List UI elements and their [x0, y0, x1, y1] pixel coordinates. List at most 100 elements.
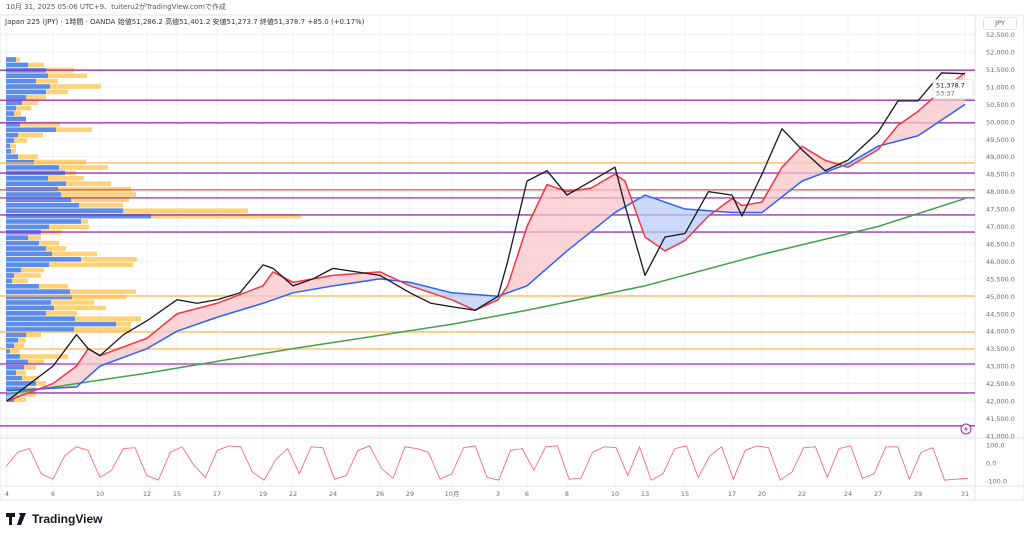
volume-profile-bar-up — [6, 343, 14, 348]
ma-cloud-fill — [588, 188, 589, 235]
volume-profile-bar-total — [6, 132, 43, 138]
volume-profile-bar-up — [6, 84, 50, 89]
price-axis-label: 51,000.0 — [986, 83, 1015, 91]
ma-cloud-fill — [377, 272, 378, 280]
ma-cloud-fill — [796, 151, 797, 186]
ma-cloud-fill — [811, 151, 812, 178]
ma-cloud-fill — [678, 206, 679, 245]
ma-cloud-fill — [135, 342, 136, 354]
ma-cloud-fill — [482, 295, 483, 308]
ma-cloud-fill — [547, 184, 548, 269]
ma-cloud-fill — [114, 350, 115, 361]
tradingview-logo[interactable]: TradingView — [6, 512, 102, 526]
ma-cloud-fill — [466, 293, 467, 307]
ma-cloud-fill — [288, 279, 289, 295]
lightning-glyph — [964, 425, 968, 433]
ma-cloud-fill — [205, 306, 206, 322]
ma-cloud-fill — [474, 294, 475, 311]
ma-cloud-fill — [741, 204, 742, 213]
ma-cloud-fill — [177, 313, 178, 332]
ma-cloud-fill — [786, 161, 787, 194]
time-axis-label: 24 — [329, 490, 337, 498]
ma-cloud-fill — [264, 283, 265, 303]
ma-cloud-fill — [521, 241, 522, 288]
ma-cloud-fill — [332, 275, 333, 287]
ma-cloud-fill — [584, 188, 585, 238]
ma-cloud-fill — [201, 307, 202, 323]
ma-cloud-fill — [659, 199, 660, 248]
lightning-alert-icon[interactable] — [960, 423, 972, 435]
ma-cloud-fill — [362, 273, 363, 282]
ma-cloud-fill — [606, 178, 607, 220]
ma-cloud-fill — [468, 294, 469, 308]
time-axis-label: 10 — [96, 490, 104, 498]
ma-cloud-fill — [304, 280, 305, 291]
ma-cloud-fill — [255, 288, 256, 306]
ma-cloud-fill — [97, 353, 98, 369]
ma-cloud-fill — [926, 103, 927, 131]
ma-cloud-fill — [316, 278, 317, 289]
ma-cloud-fill — [334, 275, 335, 286]
volume-profile-bar-up — [6, 73, 48, 79]
time-axis-label: 6 — [51, 490, 55, 498]
ma-cloud-fill — [522, 238, 523, 288]
ma-cloud-fill — [104, 353, 105, 365]
ma-cloud-fill — [768, 189, 769, 208]
ma-cloud-fill — [231, 297, 232, 313]
ma-cloud-fill — [280, 275, 281, 298]
ma-cloud-fill — [373, 272, 374, 280]
volume-profile-bar-up — [6, 89, 46, 95]
ma-cloud-fill — [258, 287, 259, 305]
volume-profile-bar-up — [6, 57, 16, 62]
oscillator-line — [5, 445, 969, 481]
ma-cloud-fill — [579, 189, 580, 242]
ma-cloud-fill — [923, 105, 924, 133]
ma-cloud-fill — [939, 91, 940, 122]
ma-cloud-fill — [518, 251, 519, 290]
ma-cloud-fill — [807, 149, 808, 180]
ma-cloud-fill — [538, 201, 539, 277]
ma-cloud-fill — [576, 190, 577, 244]
ma-cloud-fill — [95, 352, 96, 371]
ma-cloud-fill — [81, 357, 82, 384]
ma-cloud-fill — [731, 198, 732, 213]
ma-cloud-fill — [467, 293, 468, 308]
ma-cloud-fill — [674, 205, 675, 247]
ma-cloud-fill — [767, 191, 768, 209]
ma-cloud-fill — [532, 213, 533, 282]
chart-caption: 10月 31, 2025 05:06 UTC+9、tuiteru2がTradin… — [6, 3, 226, 11]
ma-cloud-fill — [346, 274, 347, 284]
ma-cloud-fill — [895, 127, 896, 142]
ma-cloud-fill — [136, 341, 137, 353]
ma-cloud-fill — [822, 158, 823, 174]
ma-cloud-fill — [237, 295, 238, 312]
ma-cloud-fill — [157, 329, 158, 343]
ma-cloud-fill — [63, 375, 64, 388]
currency-selector[interactable]: JPY — [983, 17, 1017, 30]
ma-cloud-fill — [167, 321, 168, 338]
volume-profile-bar-up — [6, 100, 22, 106]
ma-cloud-fill — [154, 331, 155, 345]
ma-cloud-fill — [620, 177, 621, 210]
ma-cloud-fill — [192, 309, 193, 326]
ma-cloud-fill — [611, 175, 612, 216]
ma-cloud-fill — [331, 275, 332, 287]
ma-cloud-fill — [648, 196, 649, 240]
price-axis-label: 50,000.0 — [986, 118, 1015, 126]
ma-cloud-fill — [813, 152, 814, 177]
ma-cloud-fill — [907, 118, 908, 139]
ma-cloud-fill — [935, 95, 936, 125]
ma-cloud-fill — [608, 177, 609, 219]
ma-cloud-fill — [567, 191, 568, 251]
ma-cloud-fill — [582, 189, 583, 239]
ma-cloud-fill — [221, 301, 222, 317]
ma-cloud-fill — [513, 266, 514, 291]
ma-cloud-fill — [699, 210, 700, 226]
ma-cloud-fill — [149, 335, 150, 348]
ma-cloud-fill — [175, 314, 176, 333]
ma-cloud-fill — [67, 372, 68, 388]
ma-cloud-fill — [933, 97, 934, 126]
ma-cloud-fill — [690, 209, 691, 236]
ma-cloud-fill — [374, 272, 375, 280]
